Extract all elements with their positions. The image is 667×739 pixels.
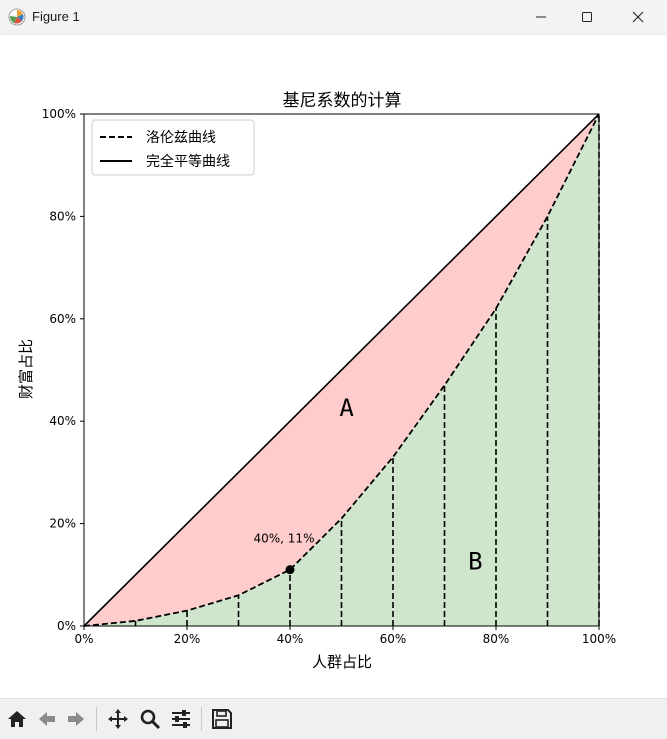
matplotlib-logo-icon [8, 8, 26, 26]
save-button[interactable] [210, 707, 234, 731]
home-icon [8, 711, 26, 727]
minimize-icon [536, 16, 546, 18]
plot-frame [83, 113, 600, 627]
figure-canvas: 0% 20% 40% 60% 80% 100% 0% 20% 40% 60% 80% 100% 40… [0, 35, 667, 697]
navigation-toolbar [0, 698, 667, 739]
close-icon [632, 11, 644, 23]
y-tick-label: 80% [49, 209, 76, 223]
pan-icon [108, 709, 128, 729]
configure-subplots-button[interactable] [169, 707, 193, 731]
x-axis-ticks: 0% 20% 40% 60% 80% 100% [74, 626, 616, 646]
forward-button[interactable] [64, 707, 88, 731]
maximize-button[interactable] [564, 0, 610, 34]
y-tick-label: 40% [49, 414, 76, 428]
x-tick-label: 80% [483, 632, 510, 646]
highlight-point [285, 565, 295, 575]
chart-title: 基尼系数的计算 [283, 91, 402, 111]
zoom-icon [140, 709, 161, 730]
x-tick-label: 60% [380, 632, 407, 646]
highlight-label: 40%, 11% [254, 532, 315, 546]
zoom-button[interactable] [138, 707, 162, 731]
lorenz-curve [83, 113, 600, 627]
region-label-b: B [468, 548, 482, 576]
pan-button[interactable] [106, 707, 130, 731]
x-tick-label: 40% [277, 632, 304, 646]
y-tick-label: 60% [49, 312, 76, 326]
save-icon [212, 709, 232, 729]
x-tick-label: 20% [174, 632, 201, 646]
y-tick-label: 0% [57, 619, 76, 633]
y-tick-label: 100% [42, 107, 76, 121]
toolbar-separator [96, 707, 97, 731]
equality-line [83, 113, 600, 627]
gini-chart: 0% 20% 40% 60% 80% 100% 0% 20% 40% 60% 80% 100% 40… [17, 91, 616, 671]
y-axis-label: 财富占比 [17, 339, 35, 399]
legend-label: 洛伦兹曲线 [146, 130, 216, 146]
y-axis-ticks: 0% 20% 40% 60% 80% 100% [42, 107, 84, 633]
window-title: Figure 1 [32, 9, 80, 24]
region-label-a: A [339, 394, 354, 422]
maximize-icon [582, 12, 592, 22]
curves [83, 113, 600, 627]
window-titlebar: Figure 1 [0, 0, 667, 35]
back-arrow-icon [39, 712, 55, 726]
x-axis-label: 人群占比 [312, 653, 372, 671]
home-button[interactable] [5, 707, 29, 731]
close-button[interactable] [615, 0, 661, 34]
x-tick-label: 100% [582, 632, 616, 646]
x-tick-label: 0% [74, 632, 93, 646]
configure-subplots-icon [172, 710, 190, 728]
minimize-button[interactable] [518, 0, 564, 34]
y-tick-label: 20% [49, 517, 76, 531]
annotations: 40%, 11% A B [254, 394, 483, 576]
back-button[interactable] [35, 707, 59, 731]
forward-arrow-icon [68, 712, 84, 726]
toolbar-separator [201, 707, 202, 731]
legend-label: 完全平等曲线 [146, 153, 230, 170]
region-b-fill [84, 114, 599, 626]
legend-box [91, 119, 255, 176]
